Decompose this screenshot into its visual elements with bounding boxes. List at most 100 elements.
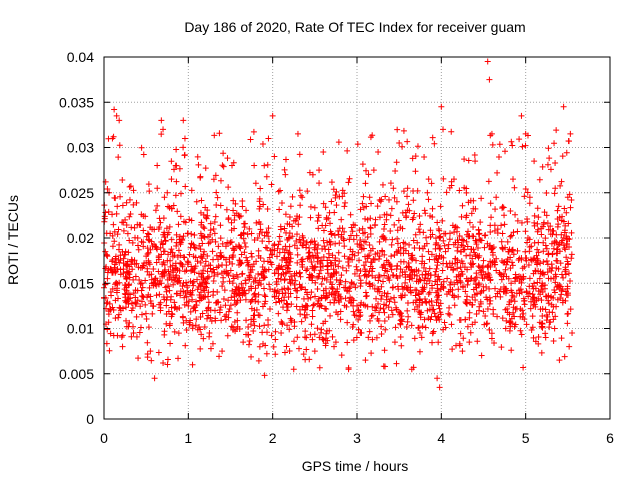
- data-point: [349, 228, 356, 235]
- data-point: [350, 297, 357, 304]
- data-point: [566, 343, 573, 350]
- data-point: [467, 197, 474, 204]
- data-point: [329, 333, 336, 340]
- data-point: [428, 180, 435, 187]
- data-point: [421, 316, 428, 323]
- data-point: [200, 276, 207, 283]
- data-point: [397, 250, 404, 257]
- data-point: [115, 154, 122, 161]
- data-point: [261, 258, 268, 265]
- data-point: [177, 190, 184, 197]
- data-point: [279, 266, 286, 273]
- data-point: [457, 248, 464, 255]
- data-point: [220, 254, 227, 261]
- data-point: [309, 313, 316, 320]
- data-point: [102, 248, 109, 255]
- data-point: [197, 289, 204, 296]
- data-point: [504, 258, 511, 265]
- data-point: [110, 332, 117, 339]
- data-point: [101, 215, 108, 222]
- data-point: [164, 283, 171, 290]
- data-point: [268, 332, 275, 339]
- data-point: [161, 248, 168, 255]
- data-point: [136, 329, 143, 336]
- data-point: [416, 297, 423, 304]
- data-point: [280, 254, 287, 261]
- data-point: [282, 211, 289, 218]
- data-point: [508, 232, 515, 239]
- data-point: [544, 220, 551, 227]
- data-point: [257, 226, 264, 233]
- data-point: [464, 281, 471, 288]
- data-point: [250, 328, 257, 335]
- data-point: [168, 293, 175, 300]
- data-point: [134, 287, 141, 294]
- data-point: [553, 284, 560, 291]
- data-point: [376, 214, 383, 221]
- data-point: [367, 317, 374, 324]
- data-point: [149, 310, 156, 317]
- data-point: [524, 189, 531, 196]
- data-point: [488, 330, 495, 337]
- data-point: [197, 246, 204, 253]
- data-point: [242, 290, 249, 297]
- data-point: [304, 266, 311, 273]
- data-point: [563, 149, 570, 156]
- data-point: [219, 162, 226, 169]
- data-point: [161, 328, 168, 335]
- data-point: [394, 263, 401, 270]
- data-point: [381, 309, 388, 316]
- data-point: [130, 201, 137, 208]
- data-point: [198, 197, 205, 204]
- data-point: [294, 213, 301, 220]
- data-point: [253, 219, 260, 226]
- data-point: [226, 278, 233, 285]
- data-point: [219, 348, 226, 355]
- data-point: [179, 283, 186, 290]
- data-point: [299, 283, 306, 290]
- data-point: [360, 193, 367, 200]
- data-point: [241, 240, 248, 247]
- data-point: [463, 252, 470, 259]
- data-point: [389, 311, 396, 318]
- data-point: [289, 223, 296, 230]
- data-point: [468, 210, 475, 217]
- data-point: [182, 183, 189, 190]
- data-point: [408, 322, 415, 329]
- data-point: [179, 237, 186, 244]
- data-point: [263, 350, 270, 357]
- data-point: [534, 205, 541, 212]
- data-point: [375, 149, 382, 156]
- data-point: [102, 209, 109, 216]
- data-point: [563, 254, 570, 261]
- data-point: [228, 323, 235, 330]
- data-point: [405, 250, 412, 257]
- data-point: [398, 342, 405, 349]
- data-point: [539, 270, 546, 277]
- data-point: [157, 304, 164, 311]
- data-point: [104, 326, 111, 333]
- data-point: [343, 288, 350, 295]
- data-point: [454, 279, 461, 286]
- data-point: [460, 284, 467, 291]
- data-point: [433, 299, 440, 306]
- data-point: [417, 221, 424, 228]
- data-point: [418, 334, 425, 341]
- data-point: [485, 178, 492, 185]
- data-point: [553, 265, 560, 272]
- data-point: [441, 242, 448, 249]
- data-point: [394, 227, 401, 234]
- data-point: [375, 272, 382, 279]
- data-point: [523, 255, 530, 262]
- data-point: [335, 139, 342, 146]
- data-point: [175, 247, 182, 254]
- data-point: [565, 220, 572, 227]
- data-point: [540, 239, 547, 246]
- data-point: [158, 251, 165, 258]
- data-point: [324, 263, 331, 270]
- data-point: [209, 340, 216, 347]
- data-point: [539, 163, 546, 170]
- x-tick-label: 5: [522, 430, 530, 446]
- data-point: [197, 230, 204, 237]
- data-point: [411, 335, 418, 342]
